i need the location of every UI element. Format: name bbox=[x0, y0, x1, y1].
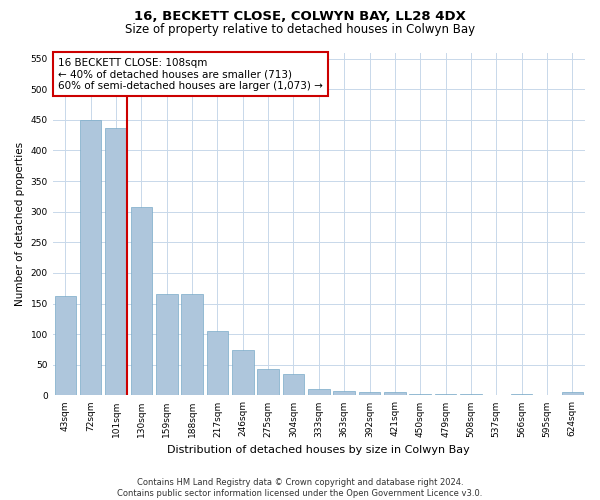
Bar bbox=[409, 394, 431, 396]
Bar bbox=[80, 120, 101, 396]
Bar bbox=[131, 208, 152, 396]
Bar bbox=[206, 331, 228, 396]
Bar bbox=[232, 350, 254, 396]
Bar bbox=[283, 374, 304, 396]
Bar bbox=[460, 394, 482, 396]
Bar bbox=[511, 394, 532, 396]
X-axis label: Distribution of detached houses by size in Colwyn Bay: Distribution of detached houses by size … bbox=[167, 445, 470, 455]
Bar bbox=[257, 369, 279, 396]
Bar bbox=[562, 392, 583, 396]
Bar bbox=[308, 390, 329, 396]
Y-axis label: Number of detached properties: Number of detached properties bbox=[15, 142, 25, 306]
Text: Contains HM Land Registry data © Crown copyright and database right 2024.
Contai: Contains HM Land Registry data © Crown c… bbox=[118, 478, 482, 498]
Bar bbox=[384, 392, 406, 396]
Bar bbox=[156, 294, 178, 396]
Text: 16 BECKETT CLOSE: 108sqm
← 40% of detached houses are smaller (713)
60% of semi-: 16 BECKETT CLOSE: 108sqm ← 40% of detach… bbox=[58, 58, 323, 91]
Text: Size of property relative to detached houses in Colwyn Bay: Size of property relative to detached ho… bbox=[125, 22, 475, 36]
Bar bbox=[334, 391, 355, 396]
Bar bbox=[55, 296, 76, 396]
Bar bbox=[536, 395, 558, 396]
Bar bbox=[181, 294, 203, 396]
Bar bbox=[105, 128, 127, 396]
Bar bbox=[485, 395, 507, 396]
Bar bbox=[359, 392, 380, 396]
Text: 16, BECKETT CLOSE, COLWYN BAY, LL28 4DX: 16, BECKETT CLOSE, COLWYN BAY, LL28 4DX bbox=[134, 10, 466, 23]
Bar bbox=[435, 394, 457, 396]
